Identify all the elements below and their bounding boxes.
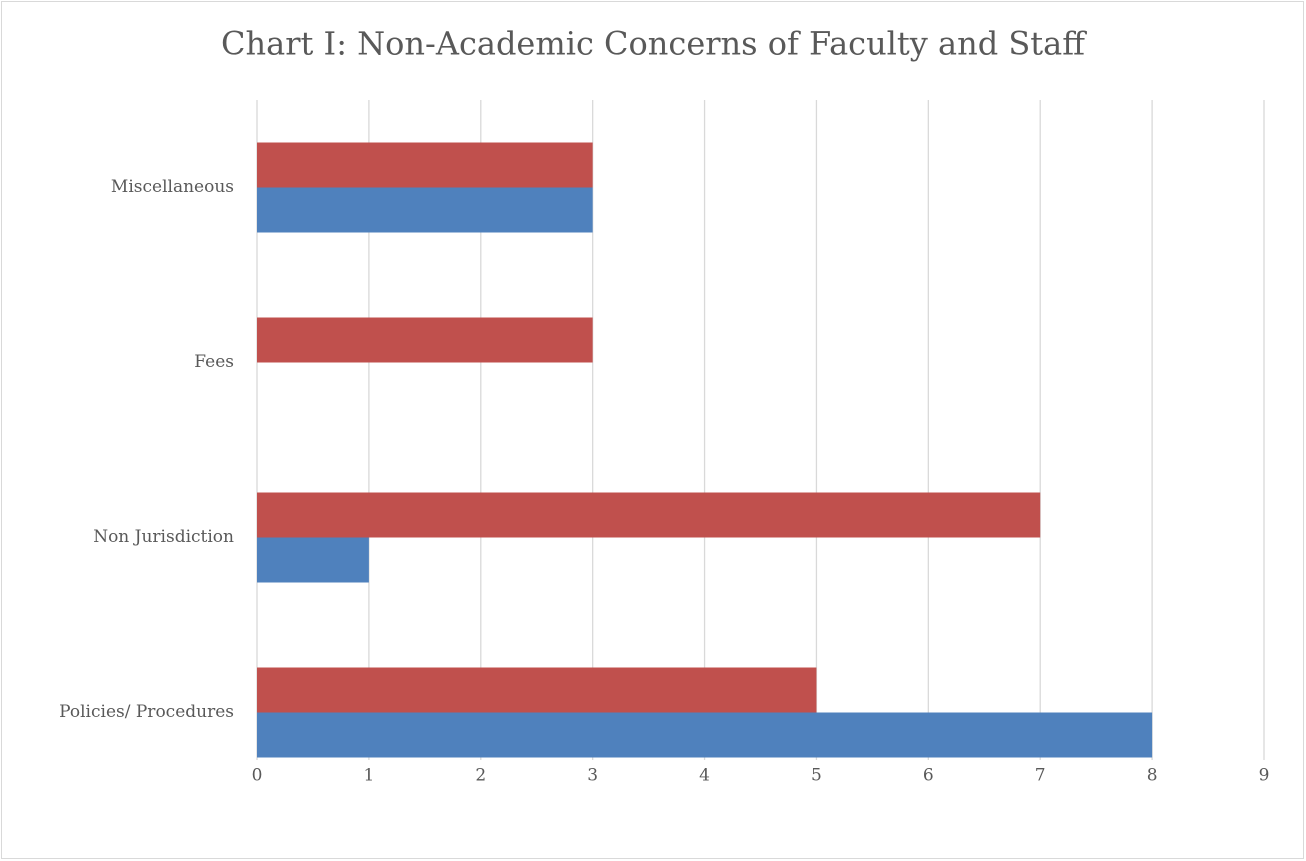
bar (257, 187, 593, 233)
x-tick-label: 9 (1259, 766, 1270, 786)
x-tick-label: 4 (699, 766, 710, 786)
bar (257, 712, 1153, 758)
x-tick-label: 5 (811, 766, 822, 786)
x-tick-label: 7 (1035, 766, 1046, 786)
bar (257, 537, 369, 583)
bar (257, 492, 1041, 538)
bar (257, 317, 593, 363)
x-tick-label: 8 (1147, 766, 1158, 786)
y-tick-label: Miscellaneous (111, 177, 234, 197)
bar (257, 142, 593, 188)
x-tick-label: 2 (475, 766, 486, 786)
y-tick-label: Policies/ Procedures (59, 702, 234, 722)
x-tick-label: 1 (363, 766, 374, 786)
chart-title: Chart I: Non-Academic Concerns of Facult… (221, 25, 1087, 63)
x-tick-label: 0 (252, 766, 263, 786)
y-tick-label: Fees (194, 352, 234, 372)
bar (257, 667, 817, 713)
y-tick-label: Non Jurisdiction (93, 527, 234, 547)
x-tick-label: 3 (587, 766, 598, 786)
x-tick-label: 6 (923, 766, 934, 786)
